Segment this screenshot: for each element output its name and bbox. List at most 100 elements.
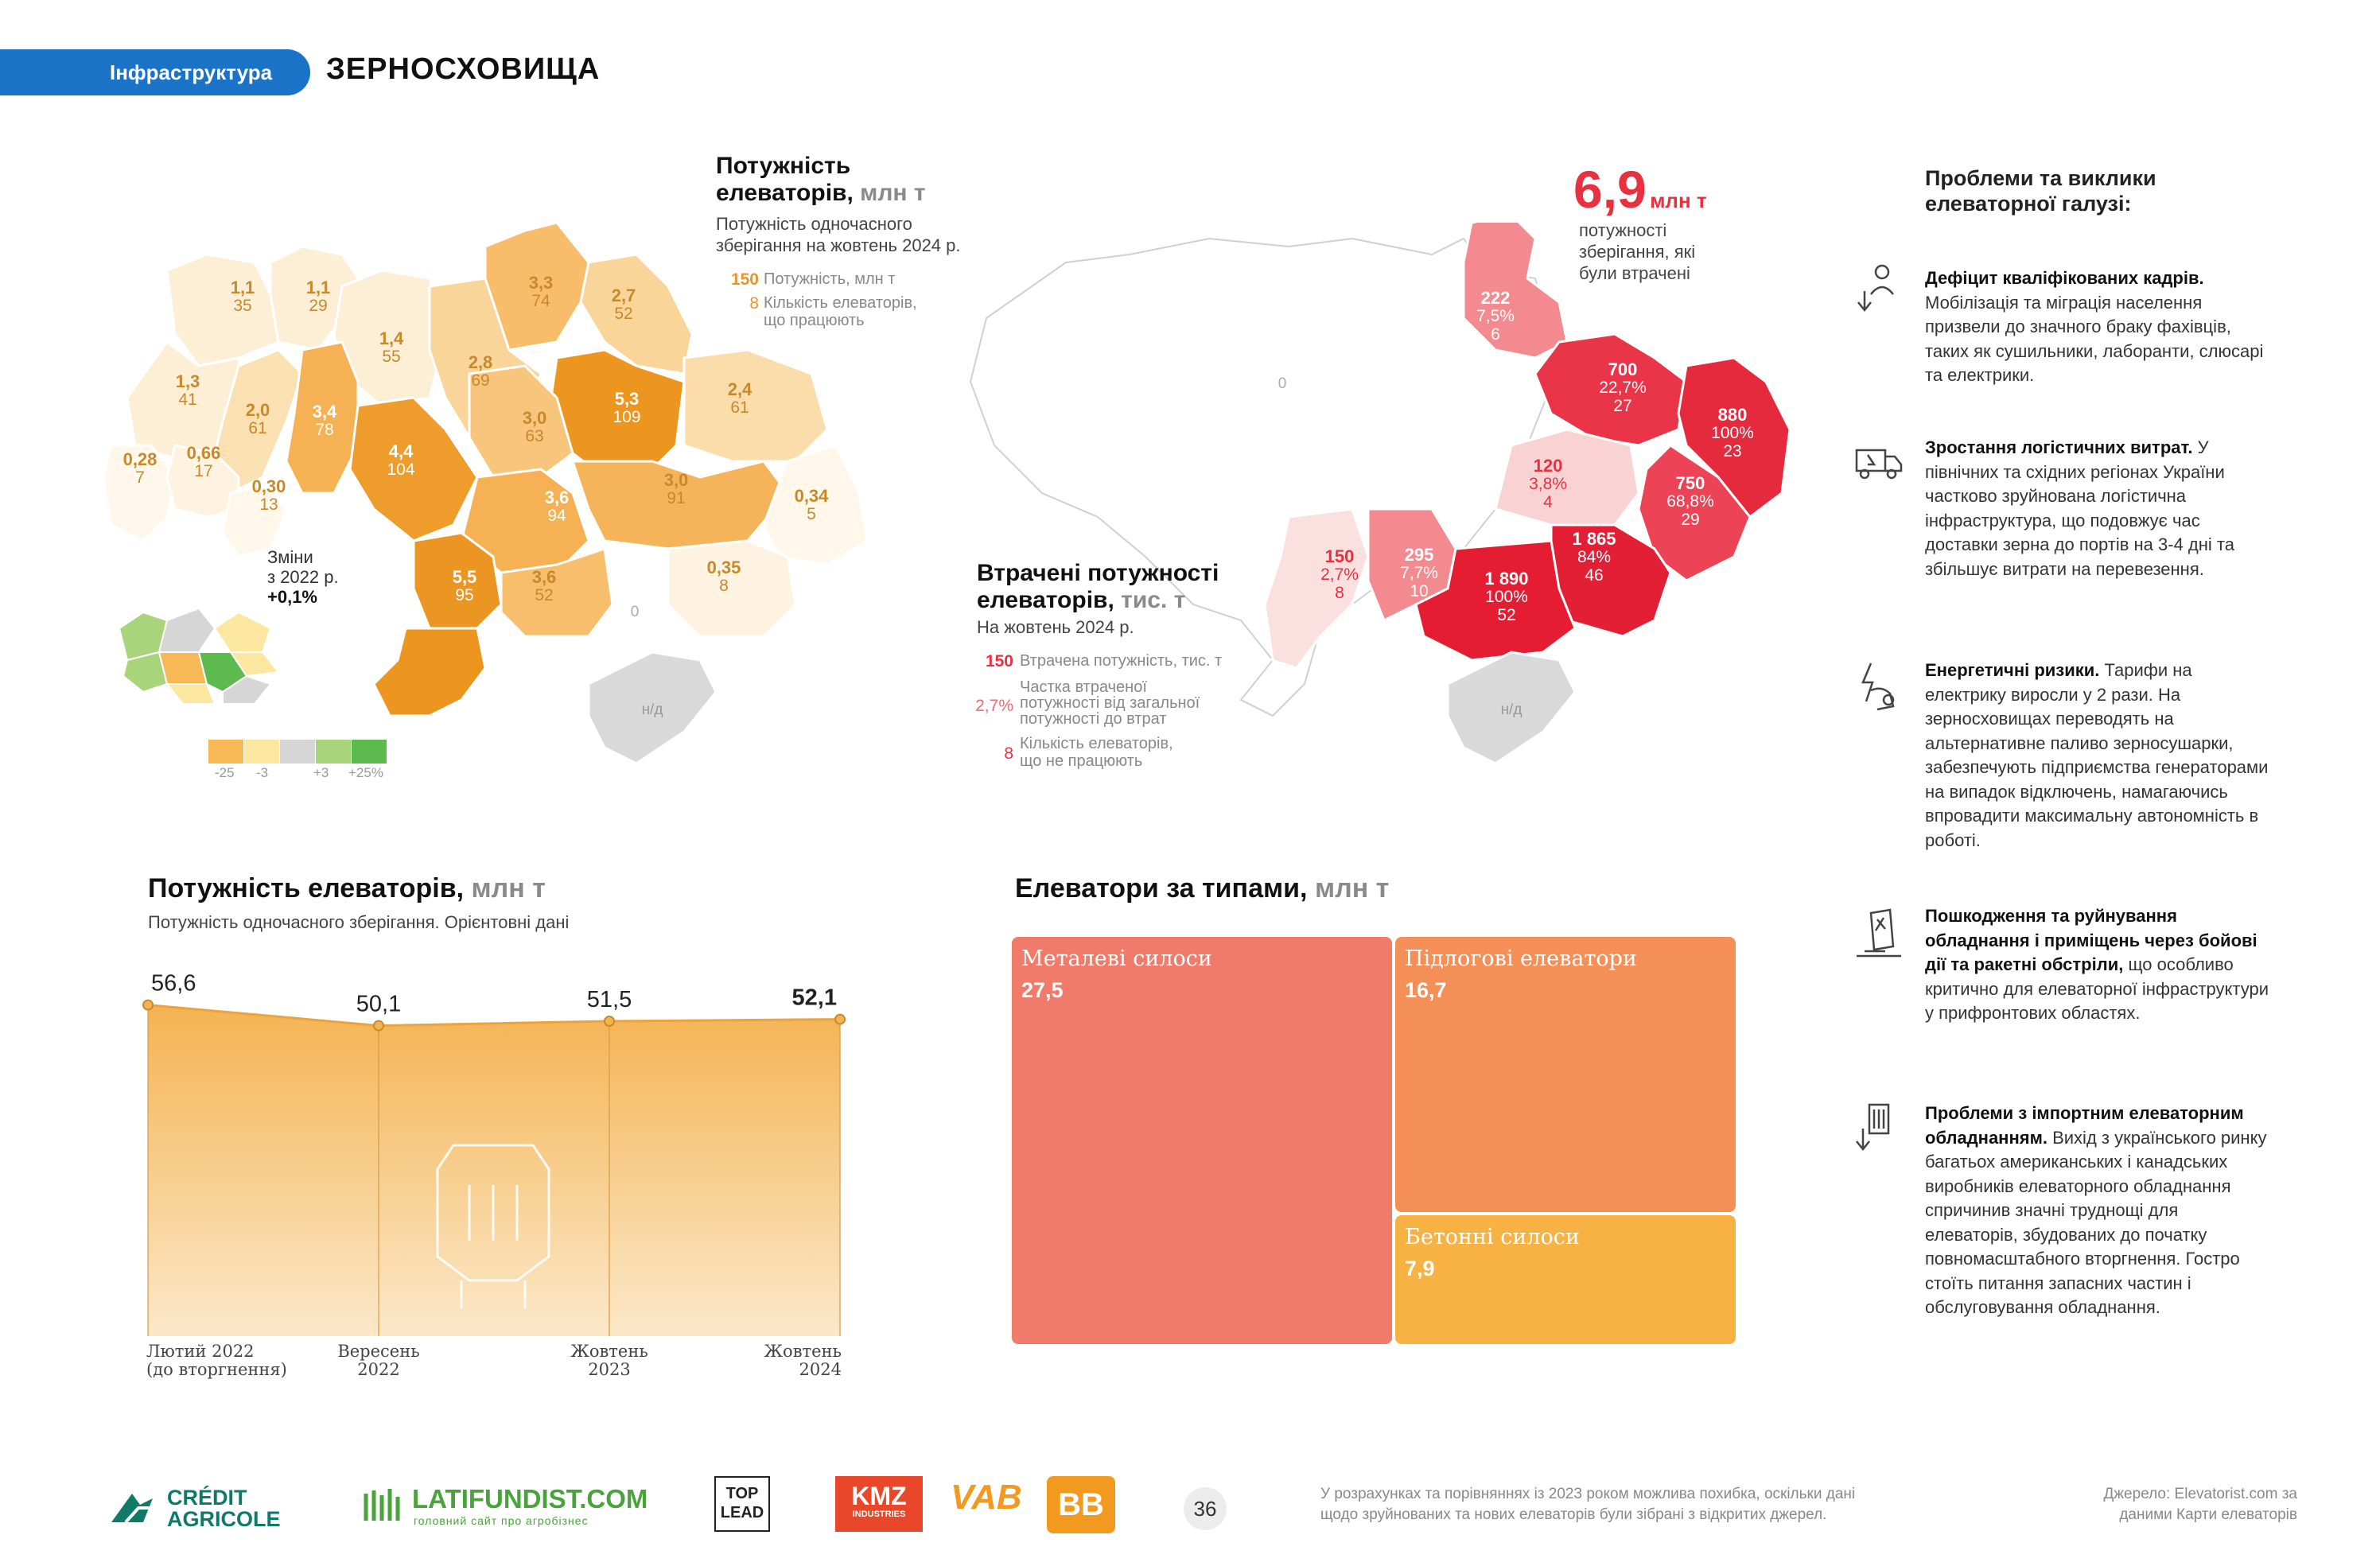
- capacity-region-19: [412, 531, 503, 630]
- capacity-map-legend: 150 Потужність, млн т 8 Кількість елеват…: [716, 270, 923, 334]
- lost-region-count: 23: [1723, 442, 1742, 460]
- change-scale-label: -25: [215, 765, 235, 780]
- lost-region-share: 68,8%: [1666, 492, 1714, 511]
- capacity-region-value: 1,3: [175, 371, 200, 391]
- capacity-region-14: [468, 364, 574, 479]
- capacity-region-count: 7: [135, 468, 145, 487]
- capacity-region-value: 5,3: [614, 389, 640, 409]
- crimea-na-label: н/д: [642, 701, 663, 718]
- bb-logo: BB: [1047, 1476, 1115, 1533]
- lost-region-share: 3,8%: [1529, 475, 1567, 493]
- latifundist-name: LATIFUNDIST.COM: [412, 1484, 648, 1514]
- problem-1-text: У північних та східних регіонах України …: [1925, 437, 2234, 579]
- area-x-label: (до вторгнення): [146, 1360, 287, 1379]
- capacity-region-label: 1,3 41: [156, 372, 220, 409]
- capacity-region-22: [372, 627, 487, 717]
- change-scale-swatch: [280, 740, 315, 764]
- kmz-name: KMZ: [851, 1482, 907, 1510]
- top-lead-line1: TOP: [725, 1485, 759, 1502]
- capacity-region-count: 104: [387, 460, 415, 479]
- problem-item-3: Пошкодження та руйнування обладнання і п…: [1925, 904, 2275, 1026]
- lost-region-count: 29: [1681, 511, 1700, 529]
- lost-region-value: 295: [1404, 545, 1434, 565]
- capacity-region-7: [213, 348, 304, 495]
- area-x-label: 2022: [357, 1360, 399, 1379]
- area-point: [142, 999, 154, 1011]
- capacity-region-value: 4,4: [388, 441, 414, 461]
- lost-legend-share-text-line3: потужності до втрат: [1020, 710, 1167, 728]
- lost-region-count: 10: [1410, 582, 1429, 600]
- credit-agricole-line2: AGRICOLE: [167, 1507, 281, 1531]
- lost-legend-share-value: 2,7%: [975, 697, 1013, 715]
- capacity-region-value: 1,1: [230, 278, 255, 297]
- capacity-region-label: 3,0 91: [644, 471, 708, 507]
- capacity-region-count: 69: [471, 371, 490, 390]
- capacity-region-count: 63: [525, 427, 544, 445]
- problems-title: Проблеми та виклики елеваторної галузі:: [1925, 165, 2156, 216]
- treemap-tile-label: Бетонні силоси: [1405, 1225, 1580, 1249]
- lost-region-value: 1 890: [1484, 569, 1529, 589]
- capacity-region-label: 0,35 8: [692, 558, 756, 595]
- lost-region-3: [1494, 428, 1640, 527]
- capacity-region-value: 1,4: [379, 328, 404, 348]
- lost-region-share: 7,5%: [1476, 307, 1515, 325]
- capacity-region-label: 0,30 13: [237, 477, 301, 514]
- capacity-region-value: 2,0: [245, 400, 270, 420]
- area-x-label: 2024: [799, 1360, 842, 1379]
- capacity-region-18: [762, 444, 869, 566]
- capacity-region-count: 91: [667, 489, 686, 507]
- lost-legend-count-text-line1: Кількість елеваторів,: [1020, 735, 1173, 752]
- capacity-map: н/д 0: [102, 221, 869, 765]
- capacity-region-value: 3,6: [544, 488, 570, 507]
- capacity-region-count: 41: [178, 391, 197, 409]
- problem-2-bold: Енергетичні ризики.: [1925, 660, 2100, 680]
- page-number: 36: [1184, 1487, 1227, 1530]
- lost-region-count: 4: [1543, 493, 1553, 511]
- change-value: +0,1%: [267, 587, 317, 607]
- line-chart-unit: млн т: [471, 873, 546, 903]
- capacity-region-count: 55: [382, 348, 401, 366]
- change-scale: -25 -3 +3 +25%: [208, 740, 387, 783]
- problem-3-bold: Пошкодження та руйнування обладнання і п…: [1925, 906, 2258, 974]
- capacity-map-unit: млн т: [860, 180, 926, 206]
- change-scale-label: -3: [256, 765, 269, 780]
- footer-source-line1: Джерело: Elevatorist.com за: [2103, 1486, 2297, 1502]
- lost-region-label: 1 865 84% 46: [1554, 530, 1634, 585]
- latifundist-tagline: головний сайт про агробізнес: [414, 1514, 589, 1527]
- lost-region-count: 27: [1613, 397, 1632, 415]
- capacity-region-count: 74: [531, 292, 550, 310]
- lost-region-share: 100%: [1711, 424, 1754, 442]
- area-fill: [148, 1004, 840, 1336]
- line-chart-subtitle: Потужність одночасного зберігання. Орієн…: [148, 912, 570, 932]
- section-tag: Інфраструктура: [0, 49, 310, 95]
- latifundist-emblem: [364, 1489, 400, 1521]
- capacity-region-count: 8: [719, 577, 729, 595]
- treemap-tile: Підлогові елеватори 16,7: [1395, 937, 1736, 1212]
- area-x-label: Вересень: [337, 1342, 419, 1361]
- zero-label: 0: [631, 604, 640, 620]
- lost-region-4: [1637, 444, 1752, 582]
- kmz-tagline: INDUSTRIES: [852, 1510, 906, 1519]
- area-point: [373, 1020, 384, 1032]
- lost-legend-share-text-line2: потужності від загальної: [1020, 694, 1200, 712]
- legend-capacity-text: Потужність, млн т: [764, 270, 896, 288]
- capacity-region-label: 3,3 74: [509, 274, 573, 310]
- lost-region-value: 880: [1717, 405, 1748, 425]
- capacity-region-count: 94: [547, 507, 566, 525]
- problem-0-bold: Дефіцит кваліфікованих кадрів.: [1925, 268, 2204, 288]
- change-scale-bar: [208, 740, 387, 764]
- worker-down-arrow-icon: [1857, 264, 1894, 313]
- legend-count-text: Кількість елеваторів, що працюють: [764, 294, 917, 329]
- area-x-label: Жовтень: [570, 1342, 648, 1361]
- change-scale-swatch: [316, 740, 351, 764]
- lost-headline-text-line1: потужності: [1579, 220, 1667, 240]
- lost-region-count: 52: [1497, 606, 1516, 624]
- treemap-tile-value: 16,7: [1405, 978, 1447, 1002]
- lost-region-value: 150: [1324, 546, 1355, 566]
- treemap-tile-label: Підлогові елеватори: [1405, 946, 1637, 971]
- capacity-map-title: Потужність елеваторів, млн т: [716, 153, 926, 207]
- lost-region-value: 222: [1480, 288, 1511, 308]
- lost-legend-count-value: 8: [1004, 744, 1013, 763]
- treemap-unit: млн т: [1314, 873, 1390, 903]
- area-x-label: Жовтень: [764, 1342, 842, 1361]
